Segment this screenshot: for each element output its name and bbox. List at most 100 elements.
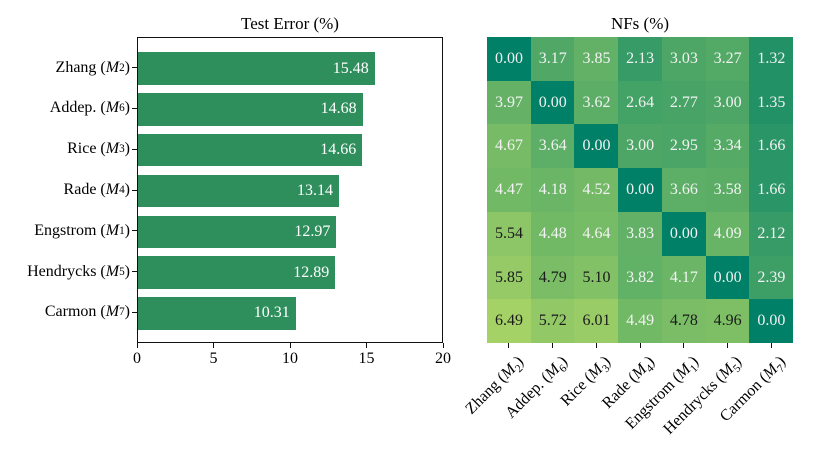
heatmap-cell: 0.00 [705,255,750,300]
heatmap-x-tick-mark [770,343,772,348]
label-text: ) [124,180,130,198]
heatmap-title: NFs (%) [610,14,670,33]
heatmap-x-tick-mark [639,343,641,348]
heatmap-cell: 4.49 [618,299,663,344]
label-text: ) [124,303,130,321]
bar: 12.89 [138,256,336,289]
y-tick-mark [132,189,137,191]
heatmap-x-tick-mark [508,343,510,348]
label-text: ) [124,99,130,117]
heatmap-cell: 0.00 [487,37,532,82]
heatmap-cell: 5.10 [574,255,619,300]
label-var: M [105,221,120,239]
heatmap-cell: 4.18 [530,168,575,213]
heatmap-cell: 5.85 [487,255,532,300]
heatmap-cell: 3.82 [618,255,663,300]
bar: 15.48 [138,52,375,85]
heatmap-grid: 0.00 3.17 3.85 2.13 3.03 3.27 1.32 3.97 0.00 3.62… [487,37,794,344]
x-tick-mark [289,343,291,348]
x-tick-label: 5 [209,350,218,367]
heatmap-cell: 3.66 [661,168,706,213]
bar: 10.31 [138,297,296,330]
label-var: M [105,262,120,280]
heatmap-cell: 4.79 [530,255,575,300]
y-tick-mark [132,271,137,273]
heatmap-cell: 4.96 [705,299,750,344]
heatmap-cell: 2.39 [749,255,794,300]
bar-value-label: 15.48 [332,59,369,77]
label-var: M [105,303,120,321]
bar: 12.97 [138,215,337,249]
heatmap-cell: 2.64 [618,80,663,125]
heatmap-x-tick-mark [595,343,597,348]
heatmap-cell: 4.52 [574,168,619,213]
heatmap-x-tick-mark [726,343,728,348]
heatmap-cell: 2.77 [661,80,706,125]
heatmap-cell: 3.97 [487,80,532,125]
label-text: ) [124,58,130,76]
category-label: Engstrom (M 1) [34,221,130,239]
label-text: Engstrom ( [34,221,106,239]
bar-value-label: 12.89 [293,263,330,281]
heatmap-cell: 5.72 [530,299,575,344]
x-tick-mark [213,343,214,348]
heatmap-cell: 5.54 [487,211,532,256]
bar-value-label: 13.14 [297,181,333,199]
x-tick-mark [366,343,367,348]
heatmap-cell: 6.49 [487,299,532,344]
category-label: Addep. (M 6) [49,99,130,117]
label-var: M [105,99,120,117]
y-tick-mark [132,311,137,313]
heatmap-cell: 4.67 [487,124,532,169]
x-tick-label: 0 [133,350,141,367]
label-text: Hendrycks ( [27,262,106,280]
category-label: Rade (M 4) [63,180,130,198]
heatmap-cell: 1.35 [749,80,794,125]
category-label: Carmon (M 7) [44,303,130,321]
bar-value-label: 14.68 [320,100,357,118]
heatmap-cell: 3.83 [618,211,663,256]
bar-value-label: 10.31 [253,304,290,322]
heatmap-cell: 1.66 [749,168,794,213]
heatmap-cell: 0.00 [574,124,619,169]
heatmap-cell: 2.13 [618,37,663,82]
label-var: M [105,140,120,158]
y-tick-mark [132,230,137,232]
heatmap-cell: 2.12 [749,211,794,256]
category-label: Zhang (M 2) [55,58,130,76]
heatmap-cell: 4.17 [661,255,706,300]
label-text: Carmon ( [44,303,106,321]
heatmap-cell: 0.00 [618,168,663,213]
heatmap-cell: 3.00 [618,124,663,169]
bar: 14.68 [138,93,363,126]
bar: 14.66 [138,133,363,167]
heatmap-cell: 3.64 [530,124,575,169]
bar-value-label: 14.66 [320,141,357,159]
heatmap-cell: 3.03 [661,37,706,82]
category-label: Rice (M 3) [67,140,130,158]
heatmap-cell: 3.00 [705,80,750,125]
x-tick-mark [442,343,444,348]
label-text: Rice ( [67,140,106,158]
heatmap-x-tick-mark [683,343,685,348]
x-tick-label: 15 [358,350,375,367]
heatmap-cell: 0.00 [530,80,575,125]
heatmap-cell: 4.78 [661,299,706,344]
x-tick-label: 10 [282,350,298,367]
heatmap-cell: 1.66 [749,124,794,169]
heatmap-cell: 3.62 [574,80,619,125]
heatmap-cell: 3.17 [530,37,575,82]
label-text: ) [124,221,130,239]
label-text: Zhang ( [55,58,106,76]
y-tick-mark [132,67,137,69]
heatmap-cell: 3.58 [705,168,750,213]
bar: 13.14 [138,174,339,208]
label-text: Rade ( [63,180,106,198]
heatmap-cell: 0.00 [749,299,794,344]
heatmap-x-tick-mark [552,343,554,348]
label-text: ) [124,262,130,280]
heatmap-cell: 4.64 [574,211,619,256]
heatmap-cell: 3.34 [705,124,750,169]
y-tick-mark [132,107,137,109]
